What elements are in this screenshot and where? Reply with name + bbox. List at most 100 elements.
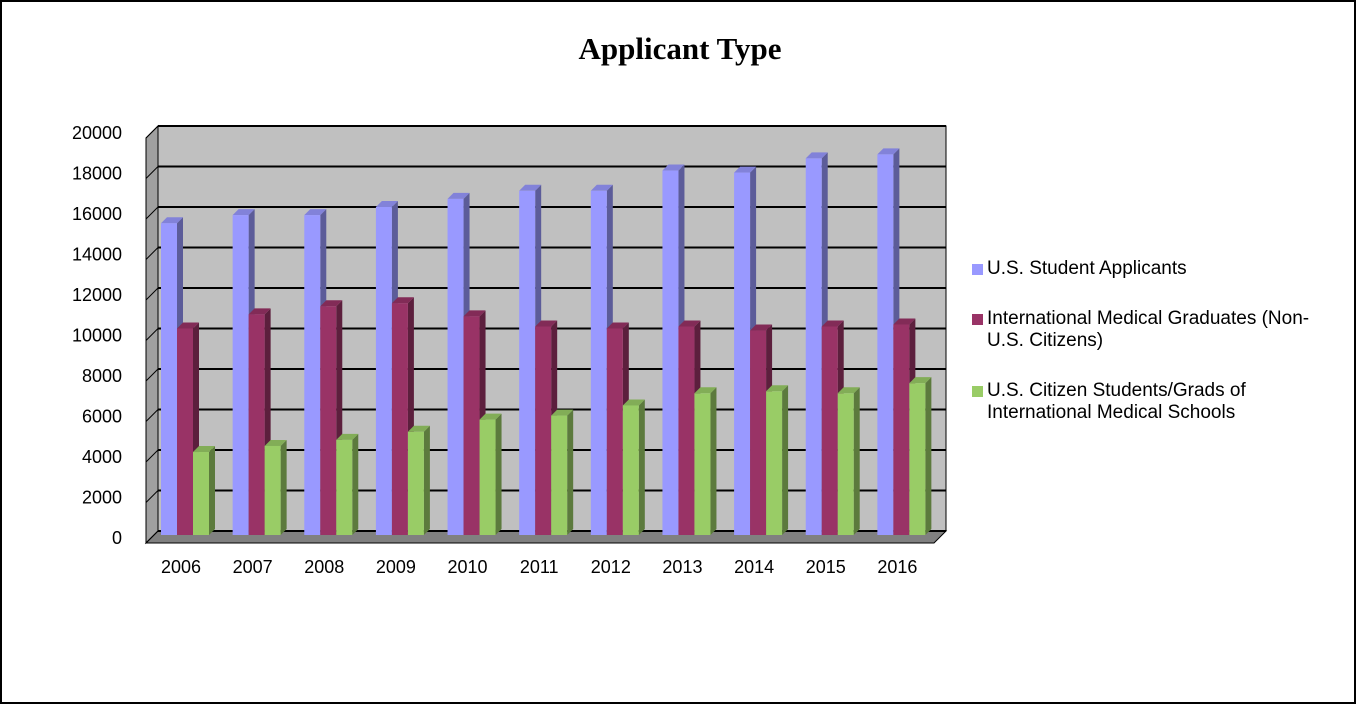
- grid-line: [145, 409, 159, 422]
- grid-line: [145, 530, 159, 544]
- grid-line: [145, 328, 159, 341]
- y-tick-label: 4000: [82, 447, 122, 467]
- y-tick-label: 12000: [72, 285, 122, 305]
- x-tick-label: 2012: [591, 557, 631, 577]
- legend-item: U.S. Student Applicants: [972, 258, 1332, 280]
- legend-swatch: [972, 386, 983, 397]
- bar-face: [375, 207, 392, 535]
- bar-face: [391, 297, 414, 304]
- bar-face: [209, 446, 215, 535]
- x-tick-label: 2008: [304, 557, 344, 577]
- bar-face: [551, 409, 574, 416]
- grid-line: [145, 166, 159, 179]
- bar-face: [750, 324, 773, 331]
- bar-face: [710, 387, 717, 535]
- x-tick-label: 2011: [520, 557, 559, 577]
- bar-face: [463, 316, 480, 535]
- legend: U.S. Student Applicants International Med…: [972, 258, 1332, 452]
- bar-face: [391, 303, 408, 535]
- bar-face: [853, 387, 860, 535]
- bar: [479, 413, 502, 535]
- bar-face: [264, 445, 281, 535]
- bar-face: [662, 164, 685, 171]
- bar: [407, 425, 430, 535]
- x-tick-label: 2010: [448, 557, 488, 577]
- bar-face: [567, 409, 574, 535]
- bar-face: [766, 391, 783, 535]
- bar-face: [320, 306, 337, 535]
- bar-face: [909, 383, 926, 535]
- bar-face: [193, 452, 209, 535]
- x-tick-label: 2006: [161, 557, 201, 577]
- bar: [336, 433, 359, 535]
- grid-line: [145, 449, 159, 463]
- bar-face: [407, 425, 430, 432]
- y-tick-label: 20000: [72, 123, 122, 143]
- bar-face: [463, 310, 486, 317]
- x-tick-label: 2009: [376, 557, 416, 577]
- bar-face: [232, 215, 249, 535]
- bar-face: [535, 326, 552, 535]
- bar-face: [750, 330, 767, 535]
- bar-face: [694, 387, 717, 394]
- bar-face: [734, 166, 757, 173]
- bar-face: [336, 439, 353, 535]
- bar-face: [479, 413, 502, 420]
- bar: [766, 385, 789, 535]
- bar-face: [622, 399, 645, 406]
- bar: [694, 387, 717, 535]
- bar-face: [893, 324, 910, 535]
- legend-label: U.S. Student Applicants: [987, 258, 1187, 279]
- bar-face: [782, 385, 789, 535]
- bar-face: [837, 387, 860, 394]
- bar-face: [909, 377, 932, 384]
- bar-face: [877, 148, 900, 155]
- legend-swatch: [972, 264, 983, 275]
- bar-face: [925, 377, 932, 535]
- bar-face: [447, 192, 470, 199]
- bar-face: [837, 393, 854, 535]
- bar: [909, 377, 932, 535]
- bar-face: [375, 201, 398, 207]
- legend-label: International Medical Graduates (Non-U.S…: [987, 308, 1310, 351]
- bar-face: [734, 172, 751, 535]
- grid-line: [145, 206, 159, 220]
- bar-face: [447, 198, 464, 535]
- y-tick-label: 6000: [82, 406, 122, 426]
- bar-face: [821, 320, 844, 327]
- bar: [193, 446, 215, 535]
- bar-face: [694, 393, 711, 535]
- y-tick-label: 18000: [72, 163, 122, 183]
- chart-title: Applicant Type: [579, 31, 782, 66]
- legend-swatch: [972, 314, 983, 325]
- bar-face: [519, 184, 542, 191]
- x-tick-label: 2007: [233, 557, 273, 577]
- bar-face: [248, 314, 265, 535]
- bar-face: [177, 328, 193, 535]
- grid-line: [145, 125, 159, 139]
- legend-item: International Medical Graduates (Non-U.S…: [972, 308, 1332, 352]
- bar-face: [805, 158, 822, 535]
- bar-face: [821, 326, 838, 535]
- grid-line: [145, 287, 159, 301]
- bar-face: [519, 190, 536, 536]
- bar-face: [638, 399, 645, 535]
- x-tick-label: 2015: [806, 557, 846, 577]
- bar-face: [407, 431, 424, 535]
- bar-face: [161, 217, 183, 224]
- y-tick-label: 0: [112, 528, 122, 548]
- x-tick-label: 2013: [662, 557, 702, 577]
- bar-face: [320, 300, 343, 307]
- bar-face: [479, 419, 496, 535]
- grid-line: [145, 247, 159, 260]
- x-tick-label: 2014: [734, 557, 774, 577]
- bar-face: [590, 184, 613, 191]
- bar-face: [423, 425, 430, 535]
- grid-line: [145, 368, 159, 382]
- legend-label: U.S. Citizen Students/Grads of Internati…: [987, 380, 1246, 423]
- bar-face: [590, 190, 607, 536]
- bar-face: [662, 170, 679, 536]
- x-tick-label: 2016: [877, 557, 917, 577]
